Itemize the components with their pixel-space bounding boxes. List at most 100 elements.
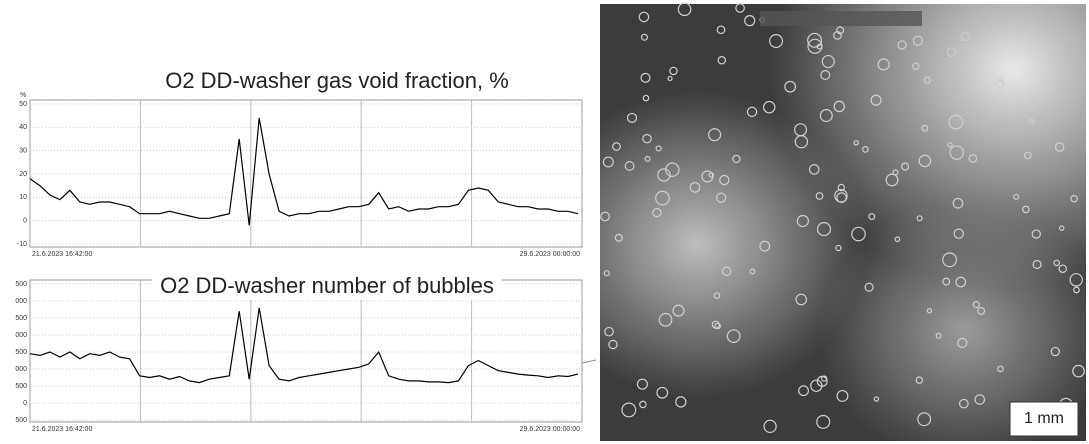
bubble (612, 142, 621, 151)
bubble (672, 304, 685, 317)
bubble (833, 100, 845, 113)
bubble (603, 270, 610, 277)
bubble (735, 3, 745, 13)
bubble (810, 379, 823, 392)
bubble (915, 376, 924, 384)
y-tick-label: 40 (19, 124, 27, 131)
bubble (836, 389, 849, 402)
x-tick-label: 29.6.2023 00:00:00 (520, 251, 580, 258)
bubble (769, 34, 784, 49)
bubble (897, 40, 907, 50)
bubble (717, 56, 727, 65)
bubble (1070, 194, 1078, 203)
bubble (885, 173, 899, 187)
bubble (947, 142, 953, 148)
bubble (716, 192, 727, 203)
bubble (1031, 229, 1041, 239)
bubble (1022, 205, 1030, 214)
series-line (29, 117, 579, 226)
bubble (732, 154, 741, 164)
y-tick-label: -10 (17, 241, 27, 248)
bubble (862, 146, 869, 153)
bubble (1053, 259, 1060, 267)
y-tick-label: 10 (19, 194, 27, 201)
x-tick-label: 29.6.2023 00:00:00 (520, 426, 580, 433)
bubble (713, 292, 721, 299)
bubble (655, 190, 670, 206)
bubble (807, 38, 823, 54)
bubble (1028, 48, 1039, 58)
bubble (677, 2, 692, 17)
bubble (1050, 346, 1060, 357)
bubble (639, 400, 647, 409)
bubble (714, 322, 721, 330)
title-background (152, 270, 502, 300)
bubble (1054, 142, 1065, 152)
y-tick-label: 0 (23, 218, 27, 225)
bubble (957, 337, 968, 348)
bubble (763, 419, 777, 433)
y-tick-label: 0 (23, 400, 27, 407)
bubble (600, 211, 610, 222)
bubble (870, 94, 882, 106)
bubble (784, 80, 797, 93)
bubble (946, 47, 957, 58)
bubble (868, 213, 876, 221)
bubble (638, 11, 650, 23)
bubble (1072, 364, 1085, 378)
bubble (901, 162, 910, 171)
chart-title: O2 DD-washer number of bubbles (160, 273, 494, 298)
bubble (955, 276, 967, 288)
bubble (1032, 259, 1042, 270)
bubble (808, 164, 820, 175)
bubble (923, 76, 931, 84)
bubble (853, 140, 859, 146)
bubble (917, 412, 932, 427)
bubble (689, 182, 701, 193)
bubble (821, 375, 828, 382)
bubble (916, 215, 923, 222)
bubble (621, 402, 637, 418)
y-tick-label: 000 (15, 298, 27, 305)
toolbar[interactable] (760, 11, 922, 26)
y-tick-label: 500 (15, 383, 27, 390)
bubble (836, 192, 847, 203)
y-tick-label: 30 (19, 148, 27, 155)
bubble (721, 266, 732, 277)
bubble (816, 414, 831, 429)
bubble (873, 396, 880, 402)
bubble (602, 156, 614, 168)
scale-label: 1 mm (1024, 410, 1064, 427)
bubble (820, 69, 831, 81)
bubble (608, 339, 618, 350)
bubble (655, 145, 662, 152)
bubble (1023, 151, 1032, 160)
bubble (1028, 118, 1035, 124)
bubble (968, 154, 978, 163)
bubble (942, 277, 951, 286)
bubble (640, 72, 651, 83)
bubble (744, 15, 756, 27)
x-tick-label: 21.6.2023 16:42:00 (32, 251, 92, 258)
bubble (796, 214, 809, 228)
series-line (29, 307, 579, 384)
bubble (948, 114, 964, 130)
bubble (935, 332, 942, 339)
y-unit: % (20, 92, 26, 99)
bubble (719, 174, 730, 186)
bubble (614, 233, 623, 242)
bubble (644, 155, 651, 162)
bubble (749, 268, 756, 275)
bubble (1058, 264, 1068, 274)
bubble (658, 312, 673, 327)
bubble (669, 66, 678, 76)
bubble (958, 398, 969, 409)
micrograph: 1 mm (600, 2, 1086, 441)
bubble (759, 240, 771, 252)
bubble (926, 308, 933, 314)
bubble (657, 168, 671, 182)
bubble (807, 32, 823, 48)
bubble (877, 58, 890, 71)
bubble (995, 80, 1005, 89)
